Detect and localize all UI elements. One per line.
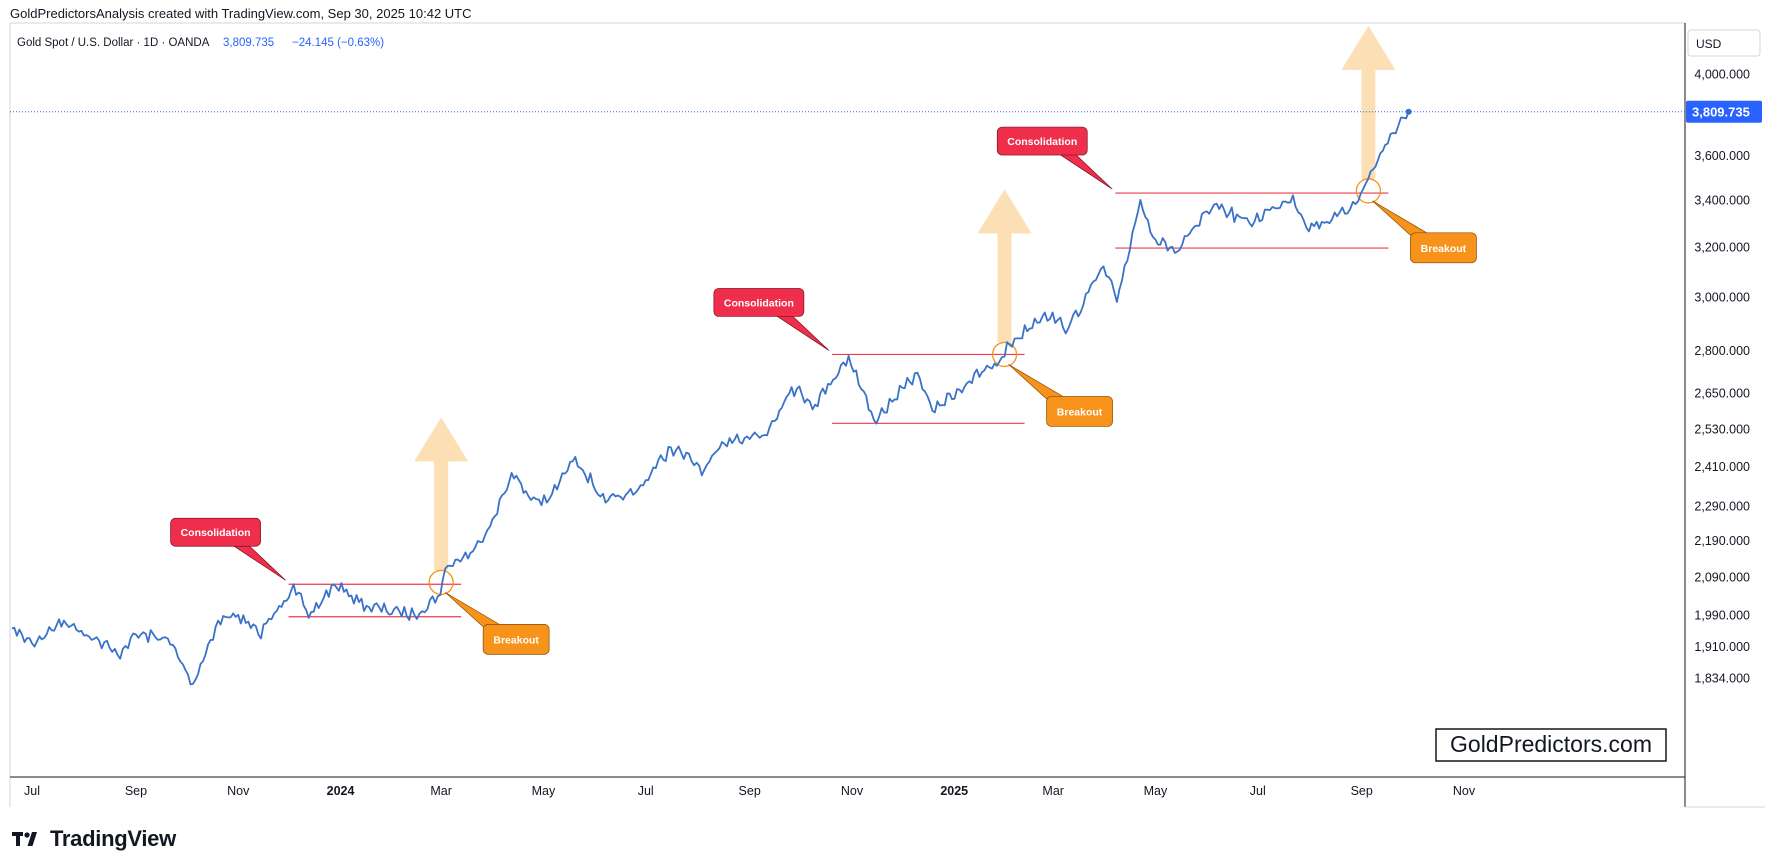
consolidation-callout-tail [774,315,830,351]
breakout-arrow [1341,25,1396,179]
currency-label: USD [1696,37,1722,51]
y-tick-label: 2,190.000 [1694,534,1750,548]
y-tick-label: 3,200.000 [1694,240,1750,254]
consolidation-callout-tail [231,544,286,581]
breakout-circle [991,341,1018,368]
y-tick-label: 3,600.000 [1694,149,1750,163]
x-tick-label: Jul [1250,784,1266,798]
x-tick-label: Sep [125,784,147,798]
consolidation-callout-tail [1058,153,1113,190]
breakout-callout [482,624,550,655]
x-tick-label: Nov [227,784,250,798]
tradingview-logo-icon [12,832,37,846]
y-tick-label: 2,530.000 [1694,422,1750,436]
consolidation-callout [170,517,261,547]
chart-attribution: GoldPredictorsAnalysis created with Trad… [10,6,472,21]
currency-button[interactable] [1687,29,1761,57]
x-tick-label: Jul [24,784,40,798]
x-tick-label: Nov [1453,784,1476,798]
y-tick-label: 2,410.000 [1694,460,1750,474]
y-tick-label: 1,990.000 [1694,608,1750,622]
y-tick-label: 1,834.000 [1694,672,1750,686]
y-tick-label: 2,290.000 [1694,500,1750,514]
x-tick-label: Sep [739,784,761,798]
y-tick-label: 3,000.000 [1694,290,1750,304]
last-price-badge [1686,100,1762,123]
price-axis: 4,000.000 3,600.000 3,400.000 3,200.000 3,00… [1694,68,1750,686]
breakout-callout [1410,232,1477,264]
tradingview-footer[interactable]: TradingView [12,826,176,852]
x-tick-label: May [1144,784,1168,798]
last-price-label: 3,809.735 [1692,105,1750,120]
breakout-arrow [414,417,469,571]
x-tick-label: Mar [430,784,452,798]
series-layer [11,108,1412,686]
x-tick-label: Jul [638,784,654,798]
breakout-arrow [977,189,1032,343]
consolidation-callout [996,126,1088,156]
legend-price: 3,809.735 [223,37,274,49]
consolidation-callout [713,288,805,317]
gold-price-line [11,111,1410,686]
annotations-layer: Consolidation Consolidation Consolidation B… [170,25,1477,655]
x-tick-label: May [532,784,556,798]
y-tick-label: 4,000.000 [1694,68,1750,82]
y-tick-label: 3,400.000 [1694,193,1750,207]
x-tick-label: Nov [841,784,864,798]
tradingview-brand: TradingView [50,826,176,851]
y-tick-label: 2,650.000 [1694,386,1750,400]
breakout-circle [1355,178,1382,204]
y-tick-label: 1,910.000 [1694,640,1750,654]
consolidation-label: Consolidation [724,297,794,309]
x-tick-label: Mar [1042,784,1064,798]
y-tick-label: 2,800.000 [1694,344,1750,358]
consolidation-label: Consolidation [181,527,251,539]
consolidation-label: Consolidation [1007,136,1077,148]
breakout-callout [1046,396,1113,427]
y-tick-label: 2,090.000 [1694,570,1750,584]
time-axis: Jul Sep Nov 2024 Mar May Jul Sep Nov 2025 Mar May Ju… [24,784,1476,798]
x-tick-label: 2025 [940,784,968,798]
breakout-label: Breakout [1057,406,1103,418]
legend-change: −24.145 (−0.63%) [292,37,384,49]
x-tick-label: Sep [1351,784,1373,798]
symbol-legend[interactable]: Gold Spot / U.S. Dollar · 1D · OANDA [17,37,210,49]
breakout-label: Breakout [493,634,539,646]
watermark-text: GoldPredictors.com [1450,731,1652,757]
x-tick-label: 2024 [327,784,355,798]
watermark-box [1435,728,1667,762]
breakout-label: Breakout [1421,243,1467,255]
